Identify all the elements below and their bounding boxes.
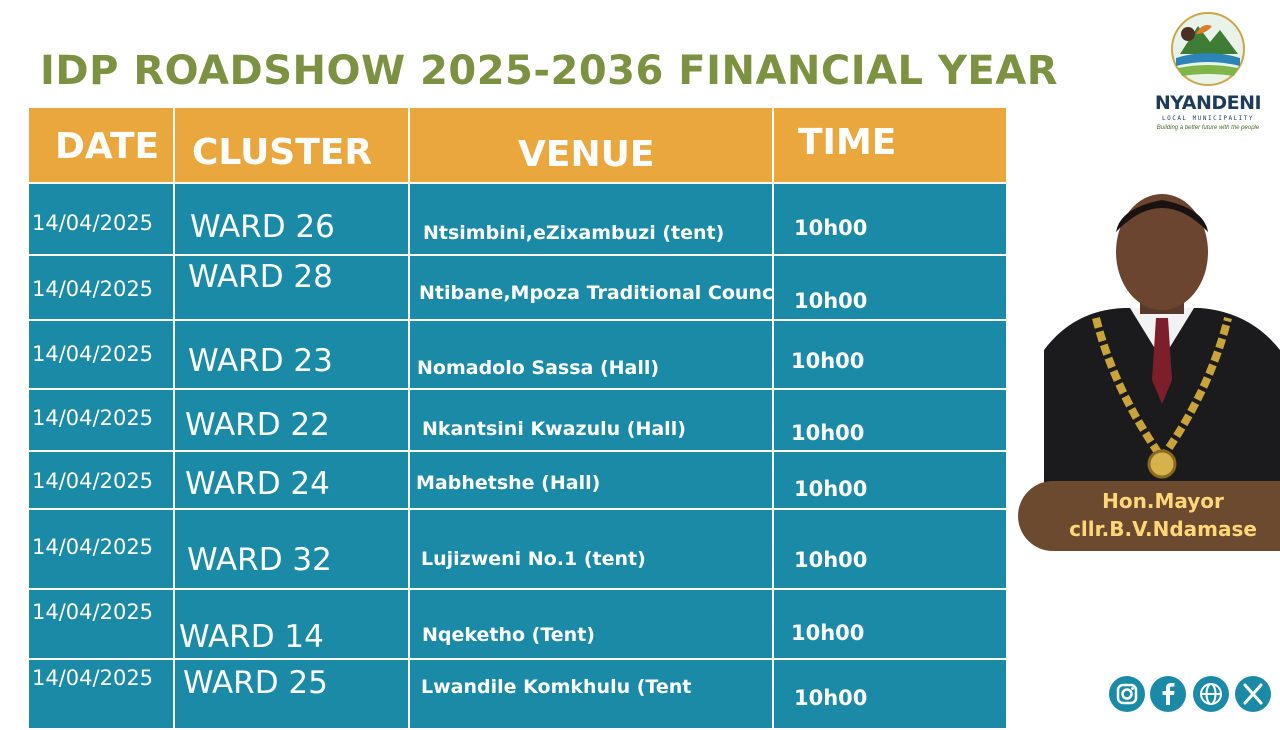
logo-subtitle: LOCAL MUNICIPALITY: [1161, 115, 1255, 122]
date-cell: 14/04/2025: [27, 319, 175, 390]
date-cell: 14/04/2025: [27, 388, 175, 452]
facebook-icon[interactable]: [1149, 675, 1187, 713]
table-row: 14/04/2025 WARD 22 Nkantsini Kwazulu (Ha…: [27, 388, 1008, 452]
time-cell: 10h00: [772, 388, 1008, 452]
time-cell: 10h00: [772, 254, 1008, 321]
cluster-cell: WARD 25: [173, 658, 410, 730]
cluster-cell: WARD 32: [173, 508, 410, 590]
table-row: 14/04/2025 WARD 24 Mabhetshe (Hall) 10h0…: [27, 450, 1008, 510]
venue-cell: Ntibane,Mpoza Traditional Council: [408, 254, 774, 321]
cluster-cell: WARD 26: [173, 182, 410, 256]
cluster-cell: WARD 28: [173, 254, 410, 321]
header-cluster: CLUSTER: [173, 106, 410, 184]
table-row: 14/04/2025 WARD 14 Nqeketho (Tent) 10h00: [27, 588, 1008, 660]
logo-emblem-icon: [1171, 12, 1245, 86]
venue-cell: Mabhetshe (Hall): [408, 450, 774, 510]
cluster-cell: WARD 24: [173, 450, 410, 510]
date-cell: 14/04/2025: [27, 182, 175, 256]
date-cell: 14/04/2025: [27, 254, 175, 321]
web-icon[interactable]: [1192, 675, 1230, 713]
table-row: 14/04/2025 WARD 23 Nomadolo Sassa (Hall)…: [27, 319, 1008, 390]
header-date: DATE: [27, 106, 175, 184]
venue-cell: Nqeketho (Tent): [408, 588, 774, 660]
page-title: IDP ROADSHOW 2025-2036 FINANCIAL YEAR: [40, 48, 1059, 94]
mayor-title: Hon.Mayor: [1102, 489, 1224, 513]
table-header-row: DATE CLUSTER VENUE TIME: [27, 106, 1008, 184]
time-cell: 10h00: [772, 319, 1008, 390]
table-row: 14/04/2025 WARD 32 Lujizweni No.1 (tent)…: [27, 508, 1008, 590]
header-venue: VENUE: [408, 106, 774, 184]
header-time: TIME: [772, 106, 1008, 184]
cluster-cell: WARD 22: [173, 388, 410, 452]
date-cell: 14/04/2025: [27, 508, 175, 590]
venue-cell: Lujizweni No.1 (tent): [408, 508, 774, 590]
venue-cell: Nkantsini Kwazulu (Hall): [408, 388, 774, 452]
venue-cell: Ntsimbini,eZixambuzi (tent): [408, 182, 774, 256]
x-icon[interactable]: [1234, 675, 1272, 713]
table-row: 14/04/2025 WARD 25 Lwandile Komkhulu (Te…: [27, 658, 1008, 730]
cluster-cell: WARD 23: [173, 319, 410, 390]
date-cell: 14/04/2025: [27, 658, 175, 730]
venue-cell: Lwandile Komkhulu (Tent: [408, 658, 774, 730]
logo-name: NYANDENI: [1154, 92, 1262, 114]
municipality-logo: NYANDENI LOCAL MUNICIPALITY Building a b…: [1140, 4, 1276, 139]
date-cell: 14/04/2025: [27, 450, 175, 510]
date-cell: 14/04/2025: [27, 588, 175, 660]
time-cell: 10h00: [772, 588, 1008, 660]
venue-cell: Nomadolo Sassa (Hall): [408, 319, 774, 390]
time-cell: 10h00: [772, 182, 1008, 256]
table-row: 14/04/2025 WARD 28 Ntibane,Mpoza Traditi…: [27, 254, 1008, 321]
schedule-table: DATE CLUSTER VENUE TIME 14/04/2025 WARD …: [27, 106, 1008, 730]
time-cell: 10h00: [772, 450, 1008, 510]
instagram-icon[interactable]: [1108, 675, 1146, 713]
logo-tagline: Building a better future with the people: [1156, 125, 1260, 131]
time-cell: 10h00: [772, 508, 1008, 590]
cluster-cell: WARD 14: [173, 588, 410, 660]
mayor-caption: Hon.Mayor cllr.B.V.Ndamase: [1018, 481, 1280, 551]
mayor-name: cllr.B.V.Ndamase: [1069, 517, 1257, 541]
table-row: 14/04/2025 WARD 26 Ntsimbini,eZixambuzi …: [27, 182, 1008, 256]
mayor-photo: [1044, 190, 1280, 490]
time-cell: 10h00: [772, 658, 1008, 730]
